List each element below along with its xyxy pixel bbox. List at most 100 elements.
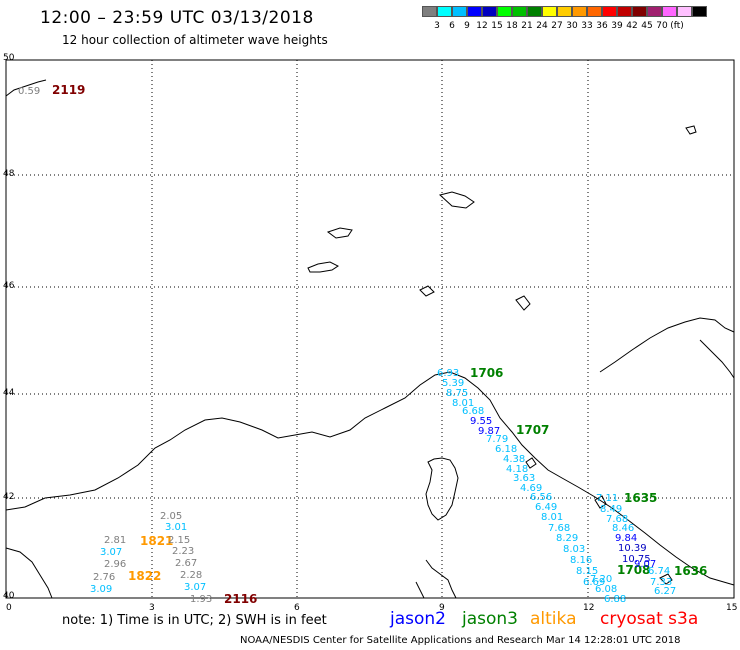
colorbar-tick-label: 39 <box>611 21 623 31</box>
wave-height-value: 7.68 <box>606 514 628 525</box>
lon-label-9: 9 <box>439 603 445 613</box>
coastlines <box>5 79 735 599</box>
wave-height-value: 10.39 <box>618 543 647 554</box>
colorbar-tick-label: 15 <box>491 21 503 31</box>
wave-height-value: 7.79 <box>486 434 508 445</box>
colorbar-swatch <box>587 6 602 17</box>
colorbar-tick-label: 42 <box>626 21 638 31</box>
wave-height-value: 8.75 <box>446 388 468 399</box>
colorbar-tick-label: 12 <box>476 21 488 31</box>
colorbar-tick-label: 30 <box>566 21 578 31</box>
map-gridlines <box>6 60 734 598</box>
legend-cryosat-s3a: cryosat s3a <box>600 609 699 629</box>
colorbar-tick-label: 27 <box>551 21 563 31</box>
colorbar-swatch <box>452 6 467 17</box>
pass-time-label: 2119 <box>52 83 85 97</box>
wave-height-value: 8.16 <box>570 555 592 566</box>
wave-height-value: 3.07 <box>184 582 206 593</box>
wave-height-value: 6.74 <box>648 566 670 577</box>
colorbar-tick-label: 18 <box>506 21 518 31</box>
wave-height-value: 7.11 <box>596 493 618 504</box>
wave-height-value: 4.69 <box>520 483 542 494</box>
wave-height-value: 2.15 <box>168 535 190 546</box>
colorbar-tick-label: 9 <box>464 21 470 31</box>
wave-height-value: 3.09 <box>90 584 112 595</box>
wave-height-value: 2.67 <box>175 558 197 569</box>
wave-height-value: 1.93 <box>190 594 212 605</box>
colorbar-swatch <box>662 6 677 17</box>
chart-subtitle: 12 hour collection of altimeter wave hei… <box>62 33 328 47</box>
wave-height-value: 6.56 <box>530 492 552 503</box>
wave-height-value: 6.69 <box>583 577 605 588</box>
wave-height-value: 6.18 <box>495 444 517 455</box>
wave-height-value: 3.01 <box>165 522 187 533</box>
wave-height-value: 6.88 <box>604 594 626 605</box>
colorbar-tick-label: 6 <box>449 21 455 31</box>
wave-height-value: 6.08 <box>595 584 617 595</box>
colorbar-swatch <box>542 6 557 17</box>
wave-height-value: 9.55 <box>470 416 492 427</box>
footer-credit: NOAA/NESDIS Center for Satellite Applica… <box>240 635 681 646</box>
lat-label-48: 48 <box>3 169 15 179</box>
wave-height-value: 8.46 <box>612 523 634 534</box>
colorbar-tick-label: 24 <box>536 21 548 31</box>
colorbar-swatch <box>572 6 587 17</box>
lon-label-6: 6 <box>294 603 300 613</box>
lon-label-12: 12 <box>583 603 595 613</box>
pass-time-label: 1706 <box>470 366 503 380</box>
pass-time-label: 1636 <box>674 564 707 578</box>
wave-height-value: 6.49 <box>535 502 557 513</box>
wave-height-value: 8.49 <box>600 504 622 515</box>
pass-time-label: 1821 <box>140 534 173 548</box>
wave-height-value: 0.59 <box>18 86 40 97</box>
wave-height-value: 6.68 <box>462 406 484 417</box>
wave-height-value: 7.20 <box>590 574 612 585</box>
colorbar-tick-label: 3 <box>434 21 440 31</box>
legend-altika: altika <box>530 609 577 629</box>
colorbar-swatch <box>467 6 482 17</box>
wave-height-value: 9.87 <box>478 426 500 437</box>
wave-height-value: 3.63 <box>513 473 535 484</box>
colorbar-tick-label: 36 <box>596 21 608 31</box>
colorbar-swatch <box>512 6 527 17</box>
wave-height-value: 6.27 <box>654 586 676 597</box>
lat-label-46: 46 <box>3 281 15 291</box>
colorbar-swatch <box>497 6 512 17</box>
colorbar-swatch <box>632 6 647 17</box>
wave-height-value: 10.75 <box>622 554 651 565</box>
colorbar-swatch <box>617 6 632 17</box>
wave-height-value: 6.93 <box>437 368 459 379</box>
wave-height-value: 2.23 <box>172 546 194 557</box>
wave-height-value: 4.18 <box>506 464 528 475</box>
wave-height-value: 5.39 <box>442 378 464 389</box>
colorbar-swatch <box>677 6 692 17</box>
lon-label-15: 15 <box>726 603 738 613</box>
wave-height-value: 8.01 <box>452 398 474 409</box>
pass-time-label: 1707 <box>516 423 549 437</box>
wave-height-value: 8.03 <box>563 544 585 555</box>
colorbar-swatch <box>647 6 662 17</box>
pass-time-label: 1708 <box>617 563 650 577</box>
pass-time-label: 2116 <box>224 592 257 606</box>
wave-height-value: 2.28 <box>180 570 202 581</box>
colorbar-tick-label: 33 <box>581 21 593 31</box>
wave-height-value: 2.76 <box>93 572 115 583</box>
pass-time-label: 1822 <box>128 569 161 583</box>
colorbar-swatch <box>692 6 707 17</box>
wave-height-value: 9.07 <box>634 559 656 570</box>
legend-jason3: jason3 <box>462 609 518 629</box>
units-note: note: 1) Time is in UTC; 2) SWH is in fe… <box>62 613 327 628</box>
legend-jason2: jason2 <box>390 609 446 629</box>
colorbar-swatch <box>437 6 452 17</box>
lat-label-42: 42 <box>3 492 15 502</box>
colorbar-tick-label: 70 <box>656 21 668 31</box>
pass-time-label: 1635 <box>624 491 657 505</box>
wave-height-value: 8.01 <box>541 512 563 523</box>
lon-label-3: 3 <box>149 603 155 613</box>
colorbar-swatch <box>527 6 542 17</box>
map-frame <box>5 59 735 599</box>
lat-label-40: 40 <box>3 591 15 601</box>
wave-height-value: 7.68 <box>548 523 570 534</box>
wave-height-value: 8.29 <box>556 533 578 544</box>
wave-height-value: 7.33 <box>650 577 672 588</box>
